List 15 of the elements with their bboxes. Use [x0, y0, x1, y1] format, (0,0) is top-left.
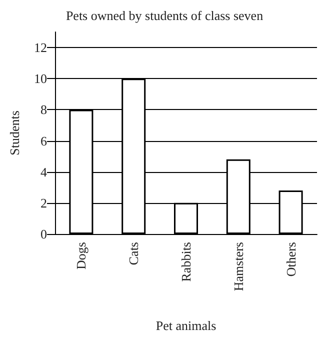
x-axis-title: Pet animals	[156, 318, 216, 333]
x-tick-label: Rabbits	[178, 242, 194, 282]
y-tick-label: 10	[34, 71, 47, 86]
chart-title: Pets owned by students of class seven	[66, 8, 264, 23]
y-axis-title: Students	[7, 110, 22, 156]
x-tick-label: Hamsters	[230, 242, 246, 292]
x-tick-label: Cats	[126, 242, 142, 266]
y-tick-label: 8	[40, 102, 47, 118]
y-tick-label: 2	[40, 195, 47, 210]
y-tick-label: 12	[34, 40, 47, 56]
y-tick-label: 4	[40, 164, 48, 180]
y-tick-label: 0	[40, 226, 47, 242]
x-tick-label: Others	[283, 242, 298, 277]
x-tick-label: Dogs	[74, 242, 89, 270]
y-tick-label: 6	[40, 133, 48, 148]
